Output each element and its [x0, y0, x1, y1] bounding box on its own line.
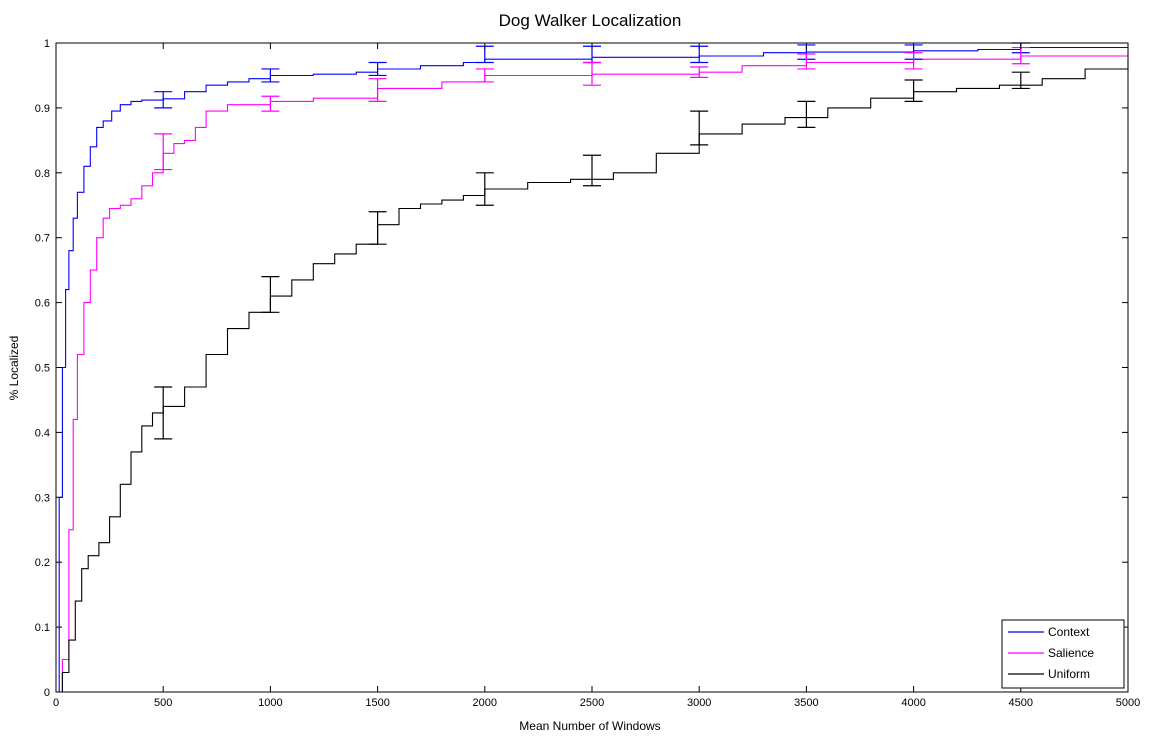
error-bar-uniform-5	[690, 110, 709, 146]
error-bar-uniform-3	[475, 172, 494, 206]
error-bar-salience-5	[690, 66, 709, 78]
x-tick-label: 4000	[901, 697, 925, 709]
y-tick-label: 0.8	[35, 168, 50, 180]
y-axis-label: % Localized	[7, 336, 21, 401]
error-bar-uniform-8	[1011, 71, 1030, 90]
y-tick-label: 0.5	[35, 363, 50, 375]
error-bar-context-1	[261, 68, 280, 83]
y-tick-label: 0.2	[35, 557, 50, 569]
plot-area	[56, 43, 1128, 692]
error-bar-salience-0	[154, 133, 173, 171]
legend-label-context: Context	[1048, 625, 1090, 639]
y-tick-label: 0.1	[35, 622, 50, 634]
error-bar-salience-6	[797, 53, 816, 70]
x-tick-label: 0	[53, 697, 59, 709]
error-bar-salience-4	[583, 61, 601, 86]
legend-box	[1001, 619, 1125, 689]
y-tick-label: 0.3	[35, 492, 50, 504]
legend: Context Salience Uniform	[1001, 619, 1125, 689]
error-bar-uniform-4	[583, 154, 601, 187]
x-tick-label: 4500	[1009, 697, 1033, 709]
error-bar-uniform-7	[904, 79, 923, 103]
error-bar-context-2	[368, 61, 387, 77]
x-tick-label: 1000	[258, 697, 282, 709]
plot-background	[56, 43, 1128, 692]
error-bar-uniform-2	[368, 211, 387, 245]
x-tick-label: 3000	[687, 697, 711, 709]
error-bar-uniform-1	[261, 276, 280, 313]
y-tick-label: 0.4	[35, 427, 50, 439]
x-axis-label: Mean Number of Windows	[519, 719, 660, 733]
x-tick-label: 2500	[580, 697, 604, 709]
error-bar-context-0	[154, 91, 173, 109]
y-tick-label: 0.7	[35, 233, 50, 245]
error-bar-salience-1	[261, 95, 280, 112]
x-tick-label: 500	[154, 697, 172, 709]
x-tick-label: 2000	[473, 697, 497, 709]
ticks-layer: 0 500 1000 1500 2000 2500 3000 3500 4000 4500 5000…	[35, 38, 1141, 709]
x-tick-label: 5000	[1116, 697, 1140, 709]
y-tick-label: 0.6	[35, 298, 50, 310]
series-line-context	[56, 46, 1129, 693]
chart-title: Dog Walker Localization	[499, 11, 682, 30]
error-bar-uniform-6	[797, 100, 816, 128]
error-bar-uniform-0	[154, 386, 173, 440]
series-line-uniform	[56, 59, 1129, 693]
x-tick-label: 3500	[794, 697, 818, 709]
legend-label-salience: Salience	[1048, 646, 1094, 660]
error-bar-salience-3	[475, 68, 494, 83]
error-bar-layer	[154, 42, 1030, 440]
x-tick-label: 1500	[365, 697, 389, 709]
error-bar-salience-2	[368, 78, 387, 103]
legend-label-uniform: Uniform	[1048, 667, 1090, 681]
error-bar-salience-7	[904, 52, 923, 70]
y-tick-label: 0	[44, 687, 50, 699]
y-tick-label: 0.9	[35, 103, 50, 115]
y-tick-label: 1	[44, 38, 50, 50]
